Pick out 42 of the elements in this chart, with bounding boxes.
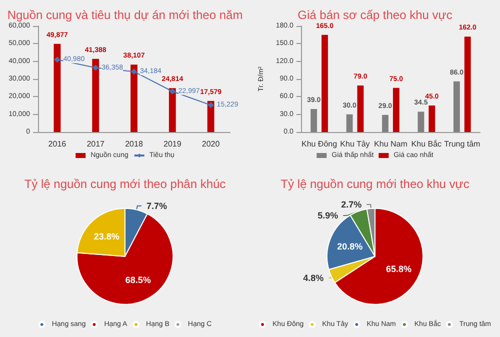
bar bbox=[392, 88, 400, 132]
point bbox=[92, 64, 99, 71]
x-tick-label: Khu Bắc bbox=[411, 140, 442, 148]
x-tick-label: 2020 bbox=[202, 140, 220, 148]
bar bbox=[130, 64, 138, 132]
x-tick-label: Khu Nam bbox=[374, 140, 408, 148]
bar bbox=[357, 85, 364, 132]
data-label: 23.8% bbox=[94, 231, 120, 242]
point bbox=[208, 102, 214, 108]
data-label: 7.7% bbox=[146, 200, 167, 210]
data-label: 2.7% bbox=[341, 199, 362, 210]
data-label: 4.8% bbox=[303, 272, 324, 282]
point bbox=[131, 68, 137, 75]
x-tick-label: 2016 bbox=[48, 140, 67, 148]
point bbox=[169, 88, 176, 94]
chart-title: Giá bán sơ cấp theo khu vực bbox=[298, 8, 452, 22]
data-label: 20.8% bbox=[337, 240, 363, 251]
bar bbox=[54, 44, 61, 132]
chart-title: Nguồn cung và tiêu thụ dự án mới theo năm bbox=[7, 8, 243, 22]
bar bbox=[464, 36, 471, 132]
bar bbox=[92, 58, 100, 132]
x-tick-label: 2019 bbox=[164, 140, 182, 148]
data-label: 65.8% bbox=[386, 264, 412, 274]
chart-title: Tỷ lệ nguồn cung mới theo khu vực bbox=[280, 176, 470, 190]
x-tick-label: 2017 bbox=[86, 140, 106, 148]
bar bbox=[428, 106, 436, 132]
bar bbox=[453, 81, 460, 132]
bar bbox=[310, 109, 318, 132]
chart-title: Tỷ lệ nguồn cung mới theo phân khúc bbox=[24, 176, 226, 190]
data-label: 68.5% bbox=[125, 274, 151, 284]
bar bbox=[322, 34, 328, 132]
bar bbox=[346, 114, 353, 132]
x-tick-label: Khu Tây bbox=[340, 140, 370, 148]
x-tick-label: 2018 bbox=[125, 140, 144, 148]
x-tick-label: Khu Đông bbox=[301, 140, 338, 148]
bar bbox=[168, 88, 176, 132]
point bbox=[54, 56, 60, 63]
x-tick-label: Trung tâm bbox=[444, 140, 481, 148]
bar bbox=[382, 114, 388, 132]
data-label: 5.9% bbox=[318, 210, 338, 220]
bar bbox=[207, 100, 214, 132]
bar bbox=[418, 112, 424, 132]
